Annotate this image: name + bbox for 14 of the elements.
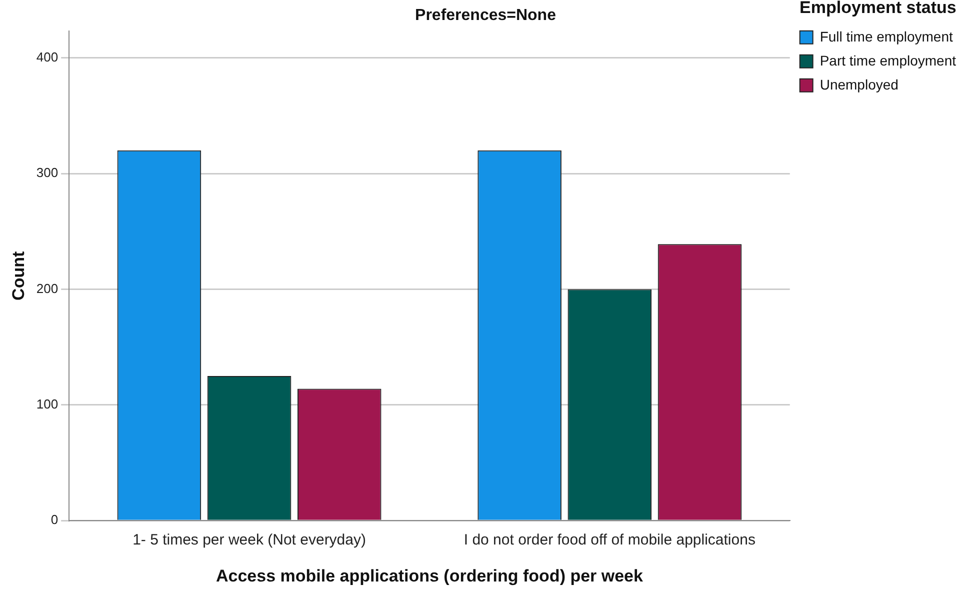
y-tick-label: 100: [36, 396, 58, 412]
legend-label: Full time employment: [820, 28, 953, 44]
y-axis-title: Count: [8, 251, 28, 300]
y-tick-label: 400: [36, 49, 58, 64]
y-tick-label: 300: [36, 165, 58, 180]
legend-label: Unemployed: [820, 76, 898, 92]
legend-label: Part time employment: [820, 52, 956, 68]
y-tick-label: 0: [50, 512, 58, 528]
legend-title: Employment status: [800, 0, 956, 18]
chart-title: Preferences=None: [415, 7, 556, 24]
x-tick-label: I do not order food off of mobile applications: [464, 532, 756, 549]
y-tick-label: 200: [36, 280, 58, 296]
x-axis-title: Access mobile applications (ordering food) per week: [216, 566, 644, 586]
x-tick-label: 1- 5 times per week (Not everyday): [132, 532, 366, 549]
